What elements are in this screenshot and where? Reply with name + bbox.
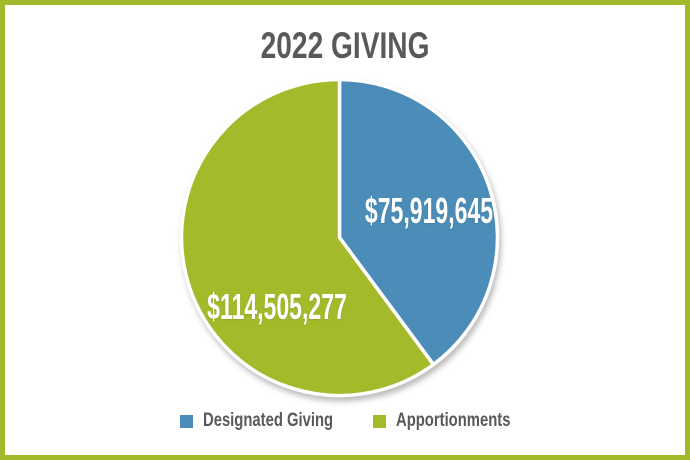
pie-slice-apportionments [179,77,436,398]
legend-label-designated-giving: Designated Giving [203,410,333,432]
pie-slices [179,77,500,398]
pie-slice-designated-giving [337,77,500,367]
legend-label-apportionments: Apportionments [396,410,510,432]
chart-title: 2022 GIVING [5,27,685,64]
slice-value-designated-giving: $75,919,645 [329,193,529,229]
pie-chart: $75,919,645 $114,505,277 [5,5,685,455]
legend-swatch-designated-giving-icon [179,414,193,428]
legend-label-text: Apportionments [395,410,511,431]
slice-value-text: $75,919,645 [364,190,494,231]
legend-item-apportionments: Apportionments [372,410,510,432]
legend-label-text: Designated Giving [202,410,333,431]
pie-svg [179,77,500,398]
slice-value-text: $114,505,277 [207,286,347,327]
legend-swatch-apportionments-icon [372,414,386,428]
slice-value-apportionments: $114,505,277 [168,289,386,325]
chart-legend: Designated Giving Apportionments [5,409,685,433]
legend-item-designated-giving: Designated Giving [179,410,333,432]
chart-title-text: 2022 GIVING [260,25,430,66]
